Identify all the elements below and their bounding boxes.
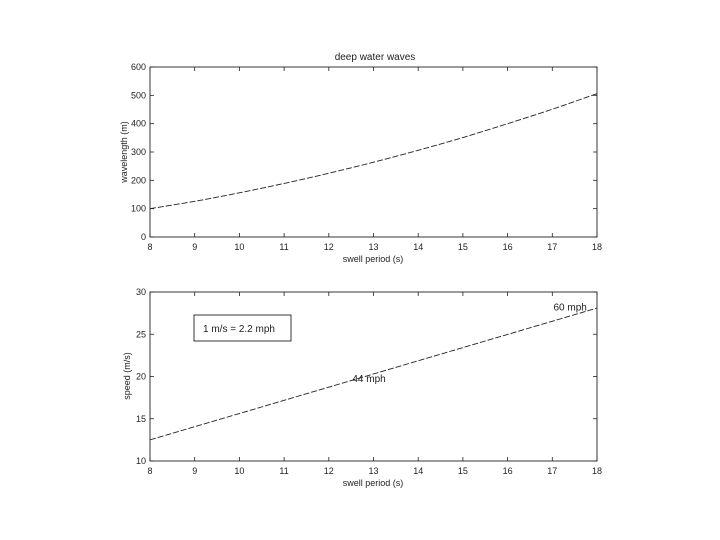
x-tick-label: 14 bbox=[413, 242, 423, 252]
x-tick-label: 9 bbox=[192, 242, 197, 252]
x-tick-label: 11 bbox=[279, 242, 288, 252]
x-tick-label: 16 bbox=[503, 466, 513, 476]
x-tick-label: 8 bbox=[147, 466, 152, 476]
y-tick-label: 100 bbox=[131, 204, 146, 214]
y-tick-label: 25 bbox=[136, 329, 146, 339]
chart-title: deep water waves bbox=[335, 52, 416, 63]
annotation-44-mph: 44 mph bbox=[352, 374, 385, 385]
x-tick-label: 10 bbox=[234, 466, 244, 476]
x-axis-label: swell period (s) bbox=[343, 478, 404, 488]
conversion-legend-box bbox=[193, 314, 292, 342]
x-tick-label: 12 bbox=[324, 242, 334, 252]
y-tick-label: 200 bbox=[131, 175, 146, 185]
y-tick-label: 20 bbox=[136, 372, 146, 382]
x-tick-label: 12 bbox=[324, 466, 334, 476]
x-tick-label: 13 bbox=[368, 466, 378, 476]
y-tick-label: 300 bbox=[131, 147, 146, 157]
wavelength-chart: deep water waves 8 9 10 11 12 13 14 15 16 17 18 0 1… bbox=[119, 52, 602, 264]
x-tick-label: 8 bbox=[147, 242, 152, 252]
x-tick-label: 15 bbox=[458, 466, 468, 476]
y-axis-ticks: 0 100 200 300 400 500 600 bbox=[131, 62, 597, 242]
speed-chart: 8 9 10 11 12 13 14 15 16 17 18 10 15 20 25 30 1 m/s = … bbox=[122, 287, 602, 488]
y-tick-label: 600 bbox=[131, 62, 146, 72]
x-tick-label: 17 bbox=[547, 466, 557, 476]
x-tick-label: 13 bbox=[368, 242, 378, 252]
y-tick-label: 10 bbox=[136, 456, 146, 466]
speed-line bbox=[149, 307, 598, 441]
x-tick-label: 17 bbox=[547, 242, 557, 252]
y-tick-label: 0 bbox=[141, 232, 146, 242]
y-tick-label: 400 bbox=[131, 119, 146, 129]
x-axis-label: swell period (s) bbox=[343, 254, 404, 264]
y-axis-ticks: 10 15 20 25 30 bbox=[136, 287, 597, 466]
plot-area-frame bbox=[149, 66, 598, 238]
x-tick-label: 15 bbox=[458, 242, 468, 252]
y-tick-label: 500 bbox=[131, 90, 146, 100]
x-axis-ticks: 8 9 10 11 12 13 14 15 16 17 18 bbox=[147, 67, 602, 252]
y-axis-label: wavelength (m) bbox=[119, 121, 129, 184]
x-axis-ticks: 8 9 10 11 12 13 14 15 16 17 18 bbox=[147, 292, 602, 476]
x-tick-label: 14 bbox=[413, 466, 423, 476]
conversion-legend-text: 1 m/s = 2.2 mph bbox=[203, 324, 275, 335]
y-tick-label: 15 bbox=[136, 414, 146, 424]
y-axis-label: speed (m/s) bbox=[122, 352, 132, 400]
y-tick-label: 30 bbox=[136, 287, 146, 297]
x-tick-label: 18 bbox=[592, 242, 602, 252]
wavelength-line bbox=[149, 93, 598, 210]
x-tick-label: 9 bbox=[192, 466, 197, 476]
x-tick-label: 11 bbox=[279, 466, 288, 476]
annotation-60-mph: 60 mph bbox=[554, 302, 587, 313]
x-tick-label: 16 bbox=[503, 242, 513, 252]
x-tick-label: 10 bbox=[234, 242, 244, 252]
x-tick-label: 18 bbox=[592, 466, 602, 476]
